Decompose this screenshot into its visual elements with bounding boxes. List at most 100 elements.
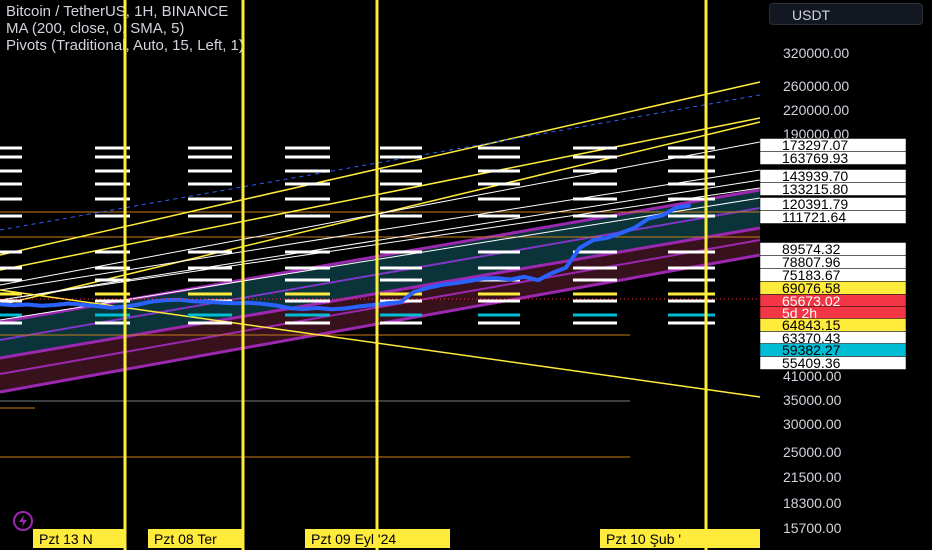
series-point [454,281,457,285]
y-axis-tick-label: 25000.00 [783,444,842,460]
series-point [385,302,388,305]
trend-line [0,169,761,291]
price-label: 75183.67 [782,267,841,283]
series-point [495,276,498,280]
vertical-marker-lines [123,0,708,550]
price-series [0,203,760,312]
price-label: 63370.43 [782,330,841,346]
series-point [26,303,29,306]
series-point [550,271,554,275]
time-axis-label: Pzt 10 Şub ' [606,531,681,547]
series-point [330,308,333,311]
y-axis-tick-label: 21500.00 [783,469,842,485]
ma-indicator-label[interactable]: MA (200, close, 0, SMA, 5) [6,20,185,37]
price-label-bg [759,210,907,224]
series-point [316,306,319,310]
lightning-icon[interactable] [13,511,33,531]
series-point [67,302,71,305]
time-axis[interactable]: Pzt 13 N Pzt 08 Ter Pzt 09 Eyl '24 Pzt 10 Ş… [33,529,760,548]
series-point [95,304,98,308]
series-point [288,307,291,310]
series-point [606,236,609,240]
series-point [81,303,85,306]
price-label: 120391.79 [782,196,848,212]
series-point [481,277,485,280]
series-point [247,301,250,304]
series-point [205,300,209,303]
series-point [302,307,305,311]
series-point [233,302,236,305]
series-point [40,304,43,307]
series-point [592,238,595,242]
symbol-title: Bitcoin / TetherUS, 1H, BINANCE [6,3,229,20]
time-axis-label: Pzt 09 Eyl '24 [311,531,396,547]
series-point [54,303,57,307]
series-point [661,214,664,217]
time-label-bg [600,529,760,548]
trend-line [0,117,761,271]
price-axis[interactable]: 320000.00 260000.00 220000.00 190000.00 4100… [759,45,907,536]
series-point [675,206,678,209]
series-point [12,304,15,307]
y-axis-tick-label: 220000.00 [783,102,849,118]
series-point [343,307,347,310]
series-point [412,290,416,293]
time-axis-label: Pzt 13 N [39,531,93,547]
series-point [192,300,195,303]
y-axis-tick-label: 30000.00 [783,416,842,432]
series-point [564,266,567,269]
price-label: 5d 2h [782,305,817,321]
price-label: 69076.58 [782,280,841,296]
trend-line [0,94,761,231]
price-label: 143939.70 [782,168,848,184]
price-label: 59382.27 [782,342,841,358]
series-point [509,278,512,281]
series-point [537,279,540,282]
time-label-bg [33,529,125,548]
time-label-bg [148,529,243,548]
y-axis-tick-label: 15700.00 [783,520,842,536]
trend-line [0,81,761,256]
y-axis-tick-label: 260000.00 [783,78,849,94]
price-label: 173297.07 [782,137,848,153]
price-label: 133215.80 [782,181,848,197]
series-point [150,300,153,303]
series-point [633,226,636,229]
y-axis-tick-label: 190000.00 [783,126,849,142]
price-label: 111721.64 [782,209,846,225]
band-line [0,239,761,375]
series-point [136,303,140,306]
price-label-bg [759,356,907,370]
y-axis-tick-label: 41000.00 [783,368,842,384]
price-label: 163769.93 [782,150,848,166]
series-point [440,283,443,287]
series-point [0,303,2,306]
y-axis-tick-label: 18300.00 [783,495,842,511]
price-label-bg [759,182,907,196]
series-point [647,217,650,220]
series-point [399,301,402,304]
series-point [468,279,471,283]
series-point [109,306,112,309]
series-point [523,275,526,278]
price-label: 65673.02 [782,293,841,309]
series-point [578,246,581,250]
price-label: 78807.96 [782,254,841,270]
price-label: 64843.15 [782,317,841,333]
price-label: 55409.36 [782,355,841,371]
lower-band-fill [0,228,760,392]
currency-button[interactable]: USDT [769,3,923,25]
price-label-bg [759,151,907,165]
y-axis-tick-label: 320000.00 [783,45,849,61]
price-label: 89574.32 [782,241,841,257]
trend-line [0,141,761,286]
chart-legend: Bitcoin / TetherUS, 1H, BINANCE MA (200,… [6,3,244,54]
series-point [688,204,692,207]
series-point [426,286,429,290]
series-point [619,231,623,235]
series-point [371,303,374,307]
channel-and-pivot-lines [0,81,761,458]
series-point [274,304,278,307]
y-axis-tick-label: 35000.00 [783,392,842,408]
